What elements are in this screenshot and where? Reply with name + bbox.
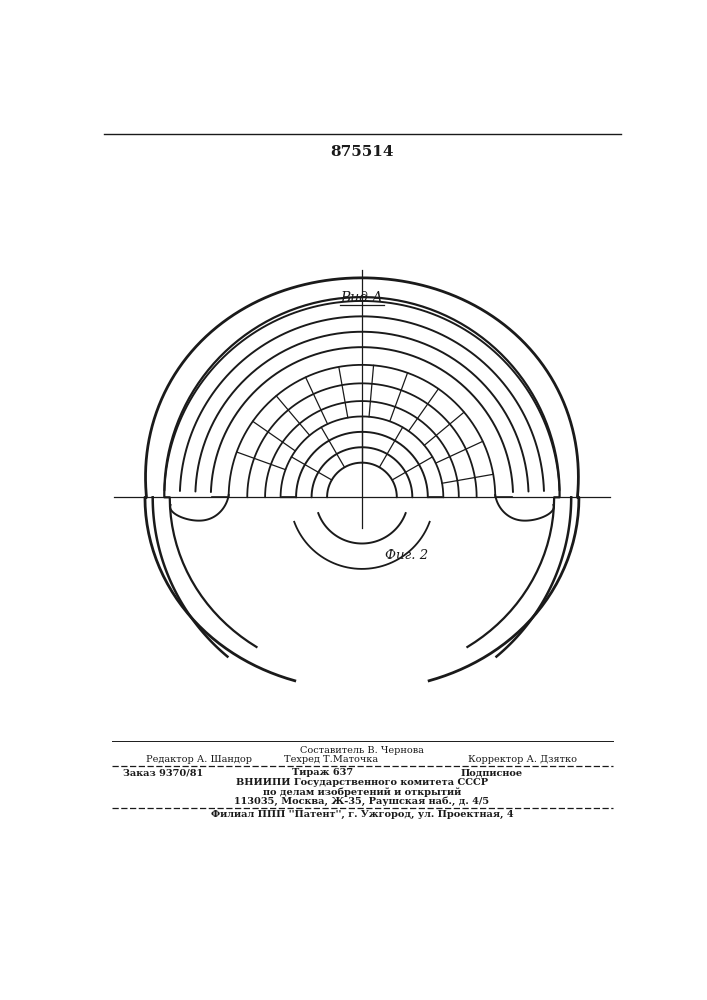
Text: Фиг. 2: Фиг. 2 [385,549,428,562]
Text: Техред Т.Маточка: Техред Т.Маточка [284,755,378,764]
Text: Филиал ППП ''Патент'', г. Ужгород, ул. Проектная, 4: Филиал ППП ''Патент'', г. Ужгород, ул. П… [211,810,513,819]
Text: 875514: 875514 [330,145,394,159]
Text: ВНИИПИ Государственного комитета СССР: ВНИИПИ Государственного комитета СССР [236,778,488,787]
Text: 113035, Москва, Ж-35, Раушская наб., д. 4/5: 113035, Москва, Ж-35, Раушская наб., д. … [235,797,489,806]
Text: Подписное: Подписное [460,768,522,777]
Text: Корректор А. Дзятко: Корректор А. Дзятко [468,755,577,764]
Text: Заказ 9370/81: Заказ 9370/81 [123,768,204,777]
Text: Вид А: Вид А [341,291,383,305]
Text: Составитель В. Чернова: Составитель В. Чернова [300,746,424,755]
Text: по делам изобретений и открытий: по делам изобретений и открытий [263,788,461,797]
Text: Редактор А. Шандор: Редактор А. Шандор [146,755,252,764]
Text: Тираж 637: Тираж 637 [292,768,354,777]
